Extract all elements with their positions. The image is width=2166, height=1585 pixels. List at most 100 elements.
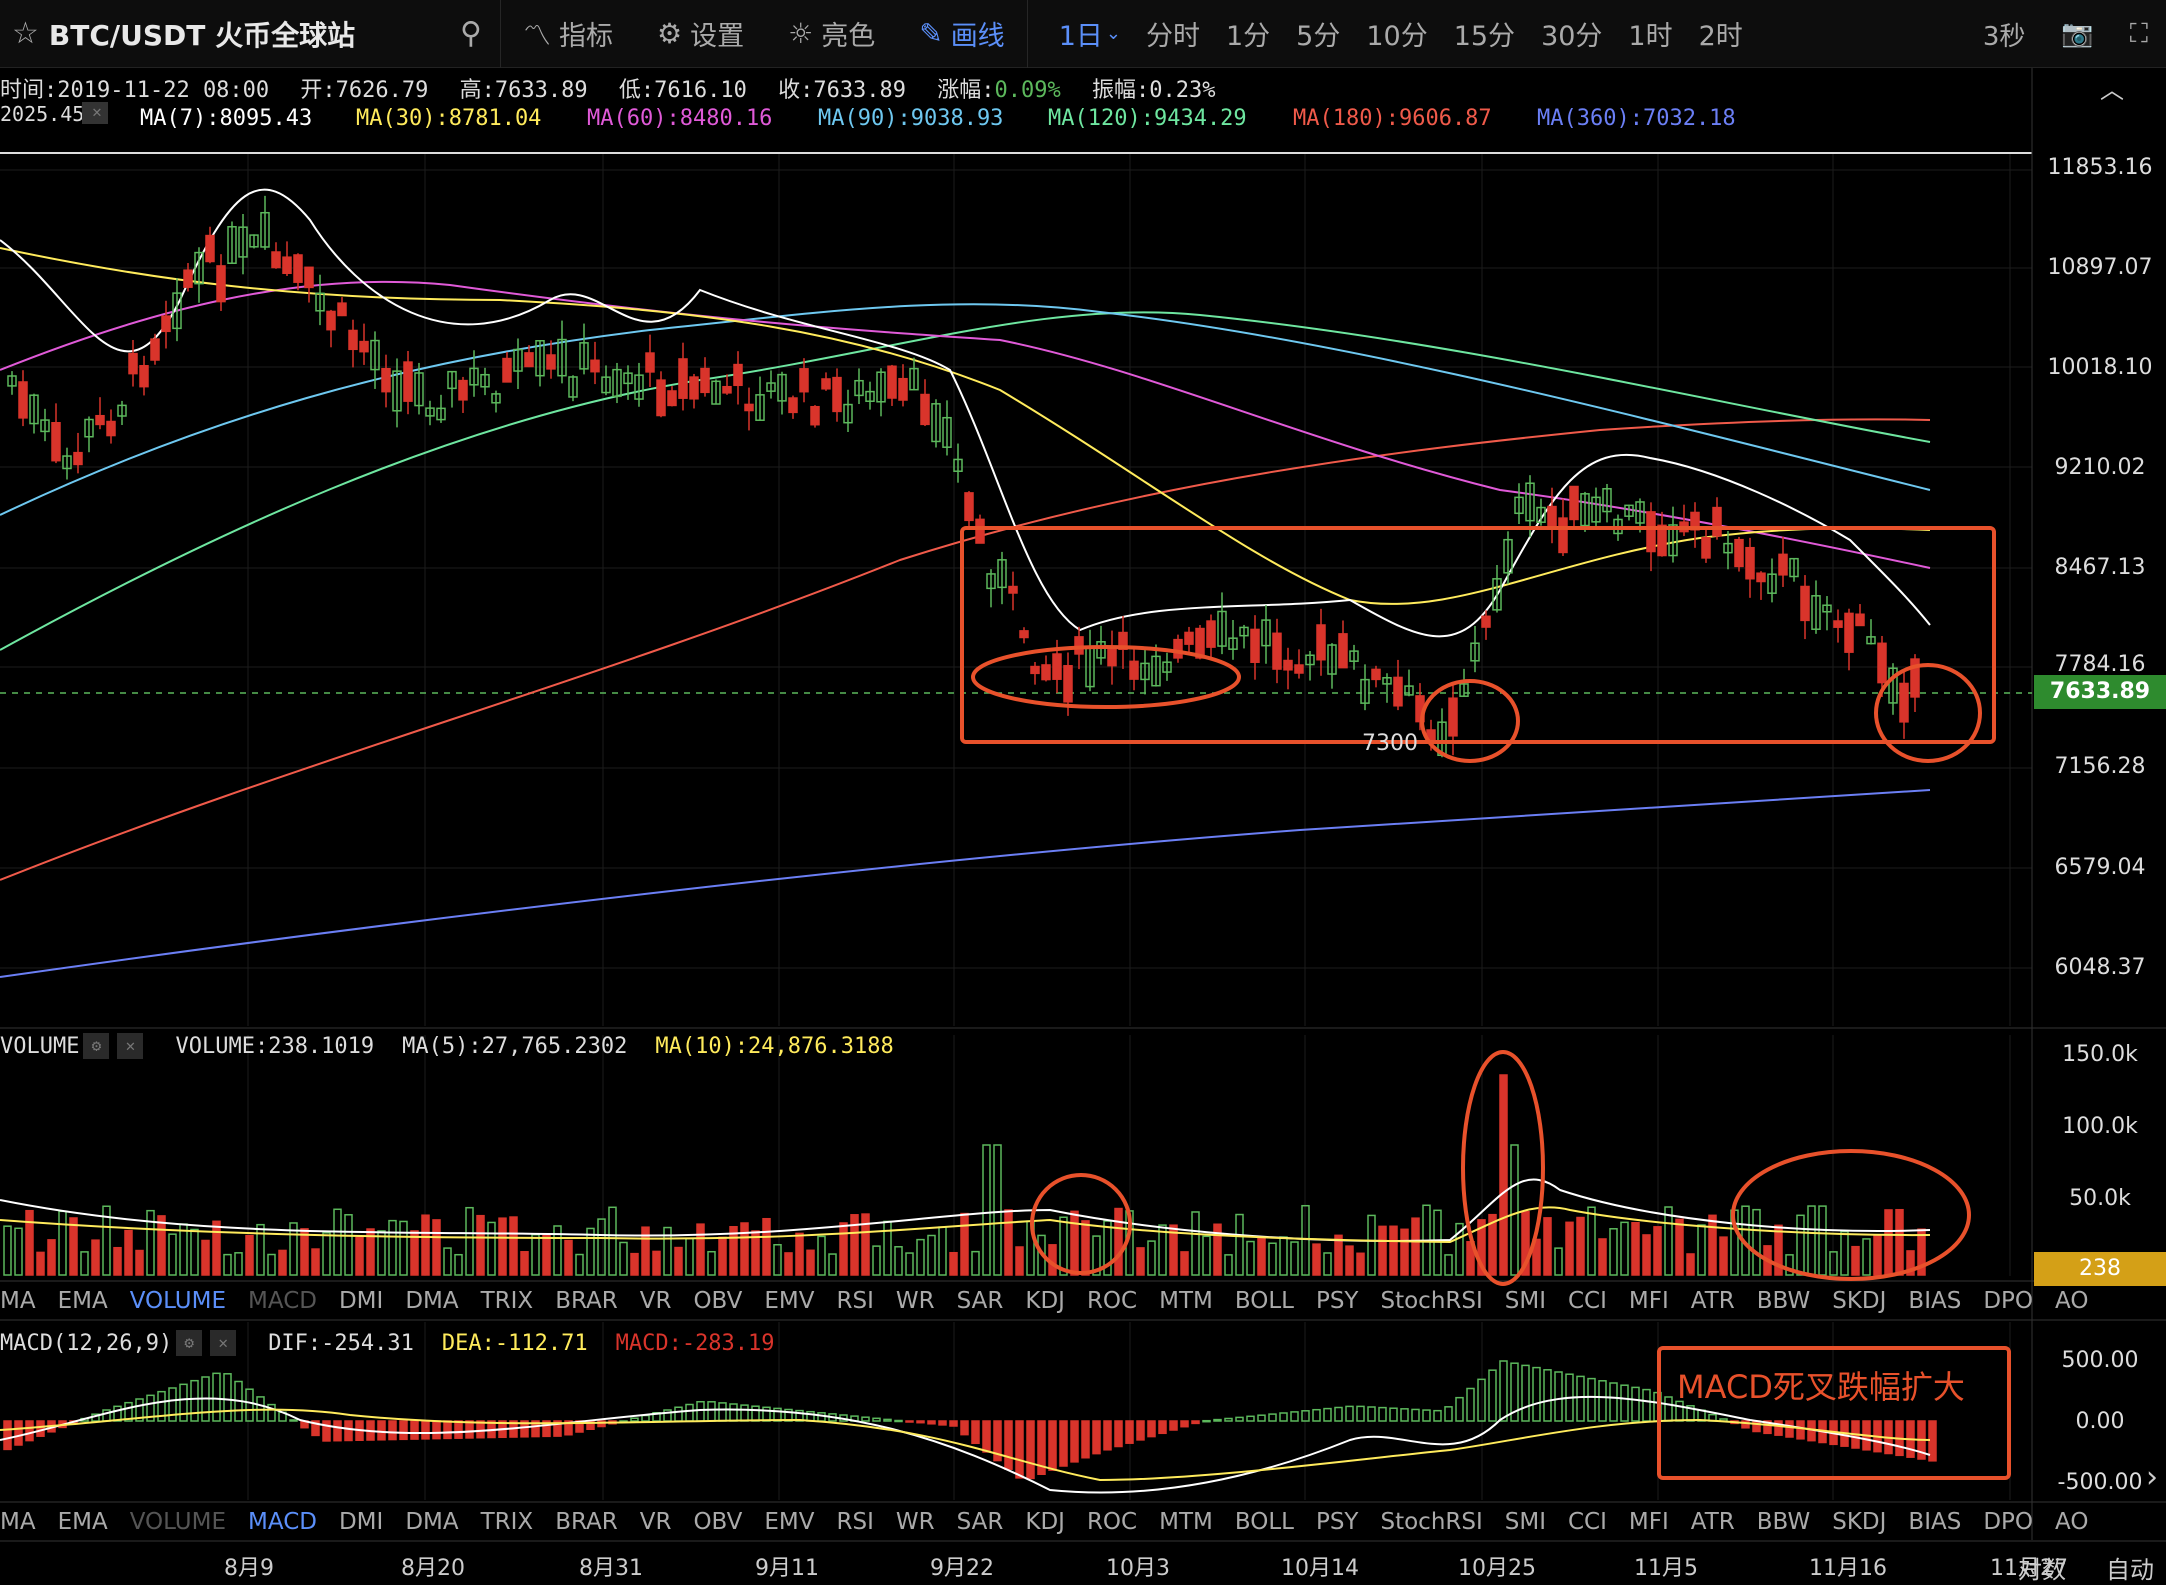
indicator-tab-atr[interactable]: ATR	[1690, 1288, 1735, 1314]
volume-bar	[113, 1246, 122, 1276]
indicator-tab-ma[interactable]: MA	[0, 1288, 36, 1314]
symbol-title[interactable]: ☆ BTC/USDT 火币全球站	[0, 14, 480, 54]
indicator-tab-smi[interactable]: SMI	[1504, 1509, 1546, 1535]
indicator-tab-dmi[interactable]: DMI	[338, 1288, 384, 1314]
macd-close-icon[interactable]: ✕	[210, 1330, 237, 1356]
indicator-tab-mtm[interactable]: MTM	[1159, 1288, 1213, 1314]
camera-icon[interactable]: 📷	[2061, 19, 2094, 49]
indicator-tab-volume[interactable]: VOLUME	[129, 1509, 227, 1535]
indicator-tab-boll[interactable]: BOLL	[1234, 1288, 1294, 1314]
indicator-tab-emv[interactable]: EMV	[764, 1509, 815, 1535]
settings-button[interactable]: ⚙ 设置	[657, 14, 744, 53]
scroll-right-icon[interactable]: ›	[2146, 1460, 2158, 1495]
indicator-tab-mfi[interactable]: MFI	[1628, 1288, 1669, 1314]
chevron-down-icon[interactable]: ⌄	[1105, 23, 1121, 44]
indicator-tab-dpo[interactable]: DPO	[1983, 1509, 2034, 1535]
indicator-tab-dpo[interactable]: DPO	[1983, 1288, 2034, 1314]
indicator-tab-ma[interactable]: MA	[0, 1509, 36, 1535]
auto-scale-toggle[interactable]: 自动	[2106, 1556, 2154, 1584]
indicator-tab-rsi[interactable]: RSI	[836, 1509, 874, 1535]
draw-button[interactable]: ✎ 画线	[919, 14, 1004, 53]
indicator-tab-volume[interactable]: VOLUME	[129, 1288, 227, 1314]
indicator-tab-wr[interactable]: WR	[895, 1509, 935, 1535]
indicator-tab-dma[interactable]: DMA	[405, 1288, 459, 1314]
search-icon[interactable]: ⚲	[460, 16, 482, 51]
indicator-tab-sar[interactable]: SAR	[956, 1509, 1004, 1535]
indicator-tab-skdj[interactable]: SKDJ	[1832, 1509, 1887, 1535]
candle-body	[656, 379, 666, 417]
indicator-tab-emv[interactable]: EMV	[764, 1288, 815, 1314]
indicator-tab-vr[interactable]: VR	[639, 1288, 672, 1314]
indicators-button[interactable]: 〽指标	[523, 14, 613, 54]
indicator-tab-stochrsi[interactable]: StochRSI	[1380, 1509, 1483, 1535]
indicator-tab-obv[interactable]: OBV	[693, 1288, 743, 1314]
indicator-tab-kdj[interactable]: KDJ	[1025, 1288, 1065, 1314]
indicator-tab-ema[interactable]: EMA	[57, 1509, 108, 1535]
indicator-tab-stochrsi[interactable]: StochRSI	[1380, 1288, 1483, 1314]
collapse-icon[interactable]: ︿	[2100, 76, 2124, 104]
volume-bar	[333, 1208, 342, 1276]
chart-line-icon: 〽	[522, 18, 551, 52]
indicator-tab-wr[interactable]: WR	[895, 1288, 935, 1314]
indicator-tab-obv[interactable]: OBV	[693, 1509, 743, 1535]
interval-timeline[interactable]: 分时	[1145, 21, 1200, 52]
indicator-tab-atr[interactable]: ATR	[1690, 1509, 1735, 1535]
volume-close-icon[interactable]: ✕	[117, 1033, 144, 1059]
indicator-tab-bbw[interactable]: BBW	[1756, 1509, 1811, 1535]
interval-1m[interactable]: 1分	[1225, 21, 1271, 52]
candle-body	[1767, 573, 1777, 594]
interval-2h[interactable]: 2时	[1698, 21, 1743, 52]
indicator-tab-ema[interactable]: EMA	[57, 1288, 108, 1314]
candle-body	[1569, 485, 1579, 521]
indicator-tab-bias[interactable]: BIAS	[1908, 1509, 1962, 1535]
indicator-tab-cci[interactable]: CCI	[1568, 1288, 1607, 1314]
indicator-tab-dmi[interactable]: DMI	[338, 1509, 384, 1535]
chart-canvas[interactable]	[0, 68, 2166, 1582]
indicator-tab-bbw[interactable]: BBW	[1756, 1288, 1811, 1314]
indicator-tab-ao[interactable]: AO	[2055, 1288, 2089, 1314]
indicator-tab-mtm[interactable]: MTM	[1159, 1509, 1213, 1535]
interval-10m[interactable]: 10分	[1366, 21, 1428, 52]
indicator-tab-smi[interactable]: SMI	[1504, 1288, 1546, 1314]
fullscreen-icon[interactable]: ⛶	[2129, 18, 2148, 49]
indicator-tab-vr[interactable]: VR	[639, 1509, 672, 1535]
indicator-tab-trix[interactable]: TRIX	[480, 1509, 534, 1535]
date-tick: 8月9	[224, 1556, 274, 1581]
candle-body	[733, 363, 743, 387]
candle-body	[953, 458, 963, 472]
interval-15m[interactable]: 15分	[1453, 21, 1516, 52]
theme-button[interactable]: ☼ 亮色	[788, 14, 875, 53]
indicator-tab-sar[interactable]: SAR	[956, 1288, 1004, 1314]
indicator-tab-trix[interactable]: TRIX	[480, 1288, 534, 1314]
indicator-tab-roc[interactable]: ROC	[1086, 1288, 1138, 1314]
divider	[1026, 0, 1028, 68]
indicator-tab-bias[interactable]: BIAS	[1908, 1288, 1962, 1314]
interval-1h[interactable]: 1时	[1628, 21, 1673, 52]
macd-settings-icon[interactable]: ⚙	[176, 1330, 203, 1356]
indicator-tab-boll[interactable]: BOLL	[1234, 1509, 1294, 1535]
indicator-tab-roc[interactable]: ROC	[1086, 1509, 1138, 1535]
log-scale-toggle[interactable]: 对数	[2018, 1556, 2066, 1584]
indicator-tab-dma[interactable]: DMA	[405, 1509, 459, 1535]
interval-30m[interactable]: 30分	[1541, 21, 1603, 52]
indicator-tab-kdj[interactable]: KDJ	[1025, 1509, 1065, 1535]
macd-value: MACD:-283.19	[615, 1330, 775, 1356]
indicator-tab-brar[interactable]: BRAR	[555, 1288, 618, 1314]
indicator-tab-psy[interactable]: PSY	[1315, 1288, 1359, 1314]
indicator-tab-mfi[interactable]: MFI	[1628, 1509, 1669, 1535]
indicator-tab-cci[interactable]: CCI	[1568, 1509, 1607, 1535]
macd-bar	[1301, 1410, 1310, 1422]
refresh-interval[interactable]: 3秒	[1982, 21, 2026, 52]
interval-1d[interactable]: 1日	[1058, 21, 1103, 52]
candle-body	[1723, 542, 1733, 554]
indicator-tab-brar[interactable]: BRAR	[555, 1509, 618, 1535]
indicator-tab-ao[interactable]: AO	[2055, 1509, 2089, 1535]
indicator-tab-psy[interactable]: PSY	[1315, 1509, 1359, 1535]
interval-5m[interactable]: 5分	[1296, 21, 1341, 52]
volume-settings-icon[interactable]: ⚙	[83, 1033, 110, 1059]
indicator-tab-skdj[interactable]: SKDJ	[1832, 1288, 1887, 1314]
indicator-tab-macd[interactable]: MACD	[248, 1509, 317, 1535]
indicator-tab-rsi[interactable]: RSI	[836, 1288, 874, 1314]
favorite-star-icon[interactable]: ☆	[12, 16, 39, 51]
indicator-tab-macd[interactable]: MACD	[248, 1288, 317, 1314]
